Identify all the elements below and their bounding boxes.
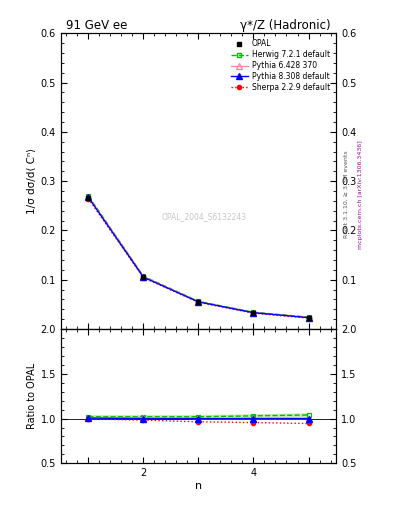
Y-axis label: 1/σ dσ/d⟨ Cⁿ⟩: 1/σ dσ/d⟨ Cⁿ⟩ (26, 148, 37, 214)
Text: mcplots.cern.ch [arXiv:1306.3436]: mcplots.cern.ch [arXiv:1306.3436] (358, 140, 363, 249)
X-axis label: n: n (195, 481, 202, 491)
Legend: OPAL, Herwig 7.2.1 default, Pythia 6.428 370, Pythia 8.308 default, Sherpa 2.2.9: OPAL, Herwig 7.2.1 default, Pythia 6.428… (229, 37, 332, 94)
Text: γ*/Z (Hadronic): γ*/Z (Hadronic) (240, 19, 331, 32)
Y-axis label: Ratio to OPAL: Ratio to OPAL (26, 363, 37, 429)
Text: OPAL_2004_S6132243: OPAL_2004_S6132243 (162, 212, 246, 221)
Text: Rivet 3.1.10, ≥ 3.3M events: Rivet 3.1.10, ≥ 3.3M events (344, 151, 349, 239)
Text: 91 GeV ee: 91 GeV ee (66, 19, 128, 32)
